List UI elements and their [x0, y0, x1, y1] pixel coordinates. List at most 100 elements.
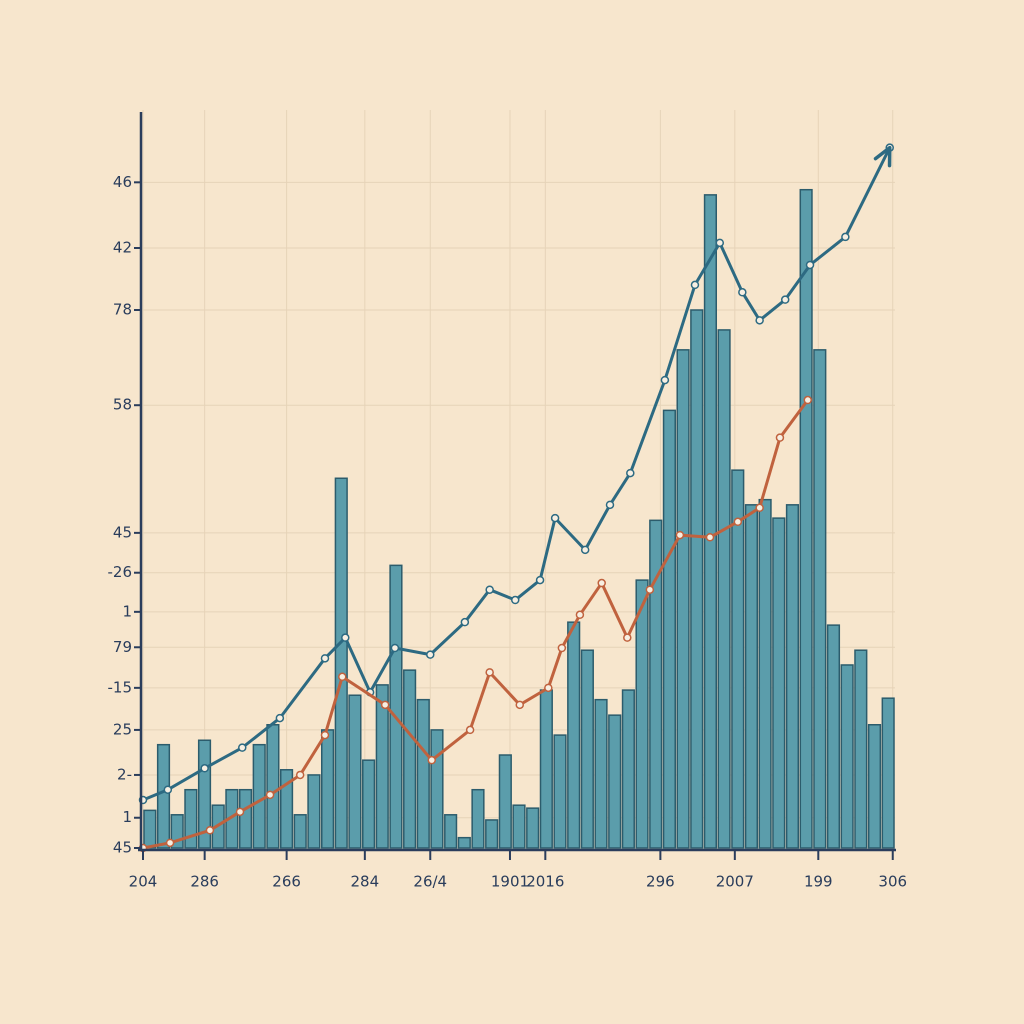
line-point — [341, 633, 350, 642]
bar — [826, 624, 841, 849]
arrow-head — [873, 145, 892, 168]
bar — [389, 564, 403, 849]
y-tick-label: 1 — [122, 808, 132, 826]
y-tick-label: 1 — [122, 602, 132, 620]
x-tick-label: 286 — [190, 873, 219, 891]
line-point — [690, 280, 700, 290]
bar — [403, 669, 417, 849]
line-point — [557, 643, 567, 653]
x-tick-label: 1901 — [491, 873, 529, 891]
y-tick-label: 45 — [113, 523, 132, 541]
bar — [731, 469, 745, 849]
line-point — [775, 433, 785, 442]
x-tick-label: 296 — [646, 873, 675, 891]
plot — [138, 143, 895, 853]
bar — [744, 504, 759, 849]
bar — [170, 814, 184, 849]
y-tick-label: 45 — [113, 839, 132, 857]
x-tick-label: 284 — [351, 873, 380, 891]
bar — [785, 504, 800, 849]
y-tick-label: -15 — [108, 678, 133, 696]
line-point — [605, 500, 615, 510]
bar — [457, 836, 471, 849]
bar — [676, 349, 690, 849]
line-point — [485, 668, 494, 677]
bar — [580, 649, 594, 849]
bar — [717, 329, 731, 849]
x-tick-label: 26/4 — [413, 873, 447, 891]
line-point — [755, 503, 764, 513]
line-point — [510, 595, 520, 605]
line-point — [275, 713, 285, 723]
bar — [512, 804, 526, 849]
line-point — [515, 700, 525, 710]
bar — [471, 788, 485, 849]
bar — [703, 194, 718, 849]
line-point — [427, 755, 437, 765]
line-point — [733, 517, 743, 527]
line-point — [645, 585, 655, 594]
bar — [348, 694, 362, 849]
line-point — [485, 585, 494, 594]
bar — [444, 814, 458, 849]
line-point — [755, 316, 764, 325]
bar — [854, 649, 868, 849]
line-point — [163, 785, 173, 794]
line-point — [390, 643, 400, 653]
line-point — [238, 743, 247, 752]
line-point — [205, 826, 215, 835]
x-tick-label: 2016 — [526, 873, 564, 891]
bar — [293, 814, 307, 849]
line-point — [380, 700, 390, 710]
line-point — [338, 672, 347, 682]
y-tick-label: -26 — [108, 563, 133, 581]
line-point — [535, 575, 545, 585]
y-tick-label: 58 — [113, 396, 132, 414]
line-point — [780, 295, 790, 304]
bar — [279, 769, 294, 849]
line-point — [320, 730, 330, 740]
bar — [307, 774, 321, 849]
y-tick-label: 25 — [113, 720, 132, 738]
bar — [567, 621, 581, 849]
x-tick-label: 266 — [272, 873, 301, 891]
bar — [840, 664, 854, 849]
x-tick-label: 204 — [129, 873, 158, 891]
line-point — [705, 533, 715, 542]
bar — [498, 754, 512, 849]
line-point — [550, 513, 560, 523]
y-tick-label: 78 — [113, 300, 132, 318]
bar — [320, 729, 335, 849]
bar — [416, 698, 430, 849]
bar — [539, 689, 553, 849]
bar — [197, 739, 212, 849]
bar — [772, 517, 786, 849]
bar — [334, 477, 348, 849]
bar — [649, 519, 663, 849]
bar — [375, 684, 389, 849]
labels: 46 42 78 58 45 -26 1 79 -15 25 2- 1 45 204 286 266 284 26… — [108, 173, 908, 891]
line-point — [660, 375, 670, 385]
line-point — [805, 260, 815, 270]
line-point — [320, 654, 330, 663]
bar — [867, 724, 882, 849]
line-point — [841, 232, 850, 242]
line-point — [623, 633, 632, 642]
x-tick-label: 2007 — [716, 873, 754, 891]
bar — [430, 729, 444, 849]
bar — [553, 734, 567, 849]
line-point — [544, 683, 553, 693]
line-point — [715, 238, 725, 248]
x-tick-label: 199 — [804, 873, 833, 891]
y-tick-label: 2- — [117, 765, 132, 783]
bar — [799, 188, 813, 849]
line-point — [597, 578, 606, 588]
line-point — [460, 617, 470, 627]
line-point — [803, 395, 813, 405]
line-point — [465, 725, 475, 735]
x-tick-label: 306 — [878, 873, 907, 891]
bar — [881, 697, 895, 849]
bar — [143, 809, 157, 849]
